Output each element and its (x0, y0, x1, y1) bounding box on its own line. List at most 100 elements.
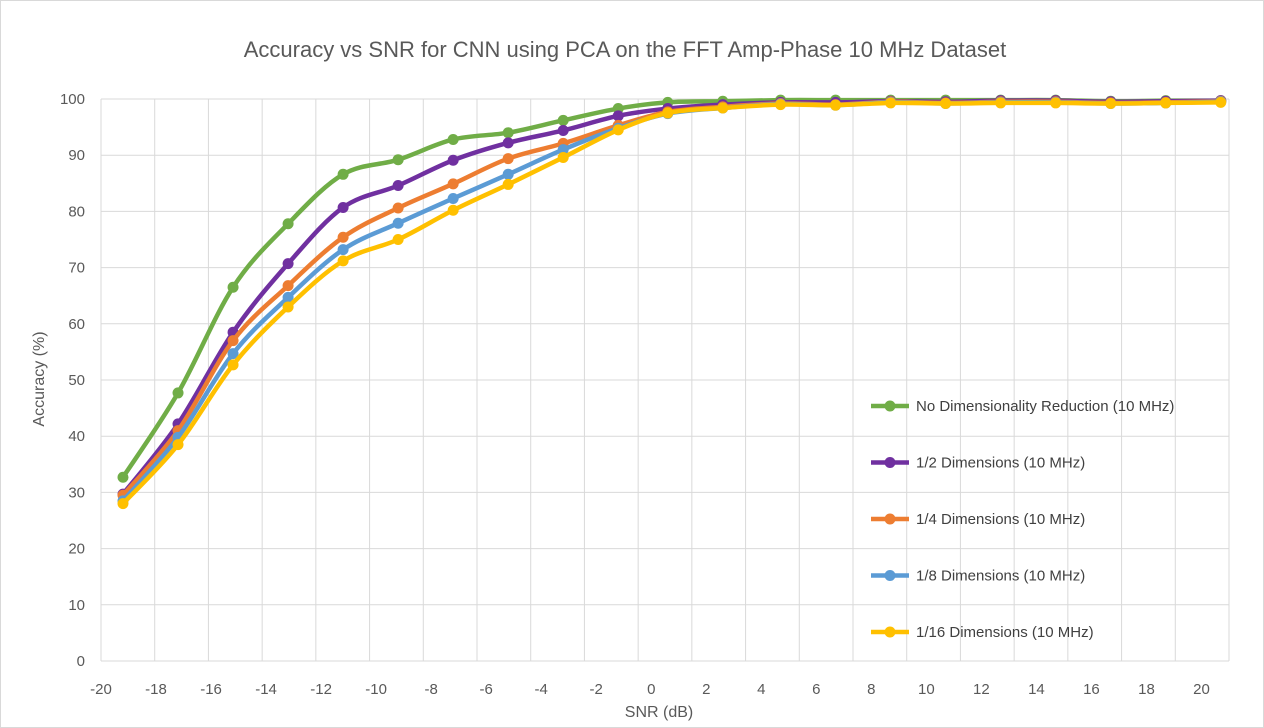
y-tick-label: 50 (68, 372, 85, 389)
series-4 (117, 96, 1227, 507)
data-point (885, 97, 897, 109)
y-tick-label: 20 (68, 541, 85, 558)
data-point (172, 387, 184, 399)
legend-entry: 1/2 Dimensions (10 MHz) (871, 455, 1085, 472)
data-point (282, 280, 294, 292)
data-point (337, 201, 349, 213)
data-point (502, 153, 514, 165)
legend-label: 1/8 Dimensions (10 MHz) (916, 568, 1085, 585)
series-lines (117, 94, 1227, 510)
data-point (447, 192, 459, 204)
data-point (830, 99, 842, 111)
chart-title: Accuracy vs SNR for CNN using PCA on the… (244, 37, 1007, 62)
data-point (502, 168, 514, 180)
x-tick-label: -10 (365, 681, 387, 698)
data-point (227, 348, 239, 360)
x-tick-label: 14 (1028, 681, 1045, 698)
data-point (612, 110, 624, 122)
x-tick-label: 12 (973, 681, 990, 698)
data-point (392, 180, 404, 192)
legend-entry: 1/16 Dimensions (10 MHz) (871, 624, 1094, 641)
data-point (227, 359, 239, 371)
x-tick-label: 4 (757, 681, 765, 698)
data-point (662, 107, 674, 119)
y-tick-label: 0 (77, 653, 85, 670)
data-point (557, 114, 569, 126)
data-point (282, 291, 294, 303)
legend-entry: No Dimensionality Reduction (10 MHz) (871, 398, 1174, 415)
x-tick-label: 10 (918, 681, 935, 698)
x-tick-label: -20 (90, 681, 112, 698)
data-point (227, 281, 239, 293)
y-tick-label: 30 (68, 484, 85, 501)
x-tick-label: 18 (1138, 681, 1155, 698)
data-point (502, 127, 514, 139)
y-tick-label: 70 (68, 260, 85, 277)
data-point (282, 218, 294, 230)
x-tick-label: 16 (1083, 681, 1100, 698)
legend-label: 1/16 Dimensions (10 MHz) (916, 624, 1094, 641)
data-point (117, 471, 129, 483)
data-point (717, 102, 729, 114)
x-tick-label: -4 (535, 681, 548, 698)
data-point (392, 154, 404, 166)
data-point (502, 137, 514, 149)
x-tick-label: -16 (200, 681, 222, 698)
y-axis-label: Accuracy (%) (31, 331, 48, 426)
data-point (447, 154, 459, 166)
data-point (392, 217, 404, 229)
x-tick-label: -8 (424, 681, 437, 698)
y-tick-label: 10 (68, 597, 85, 614)
x-tick-label: 8 (867, 681, 875, 698)
x-tick-label: -6 (479, 681, 492, 698)
legend-swatch-marker (884, 626, 896, 638)
legend-swatch-marker (884, 570, 896, 581)
data-point (282, 258, 294, 270)
data-point (995, 97, 1007, 109)
legend-entry: 1/4 Dimensions (10 MHz) (871, 511, 1085, 528)
data-point (502, 178, 514, 190)
data-point (612, 124, 624, 136)
x-tick-label: -2 (590, 681, 603, 698)
data-point (337, 255, 349, 267)
data-point (1215, 96, 1227, 108)
legend: No Dimensionality Reduction (10 MHz) 1/2 … (871, 398, 1174, 641)
y-tick-label: 80 (68, 203, 85, 220)
legend-swatch-marker (884, 513, 896, 525)
x-tick-label: 2 (702, 681, 710, 698)
x-tick-label: 0 (647, 681, 655, 698)
legend-label: 1/4 Dimensions (10 MHz) (916, 511, 1085, 528)
data-point (1160, 97, 1172, 109)
x-tick-label: -18 (145, 681, 167, 698)
data-point (557, 144, 569, 156)
legend-swatch-marker (884, 400, 896, 412)
y-tick-label: 100 (60, 91, 85, 108)
data-point (337, 244, 349, 256)
data-point (117, 498, 129, 510)
legend-label: 1/2 Dimensions (10 MHz) (916, 455, 1085, 472)
y-tick-label: 60 (68, 316, 85, 333)
data-point (172, 439, 184, 451)
series-5 (117, 96, 1227, 510)
data-point (337, 231, 349, 243)
data-point (1050, 97, 1062, 109)
legend-swatch-marker (884, 457, 896, 468)
legend-entry: 1/8 Dimensions (10 MHz) (871, 568, 1085, 585)
data-point (557, 151, 569, 163)
data-point (775, 99, 787, 111)
data-point (1105, 97, 1117, 109)
data-point (392, 202, 404, 214)
data-point (940, 97, 952, 109)
data-point (557, 124, 569, 136)
y-tick-label: 90 (68, 147, 85, 164)
x-tick-label: 6 (812, 681, 820, 698)
data-point (447, 178, 459, 190)
x-axis-label: SNR (dB) (625, 704, 693, 721)
data-point (337, 168, 349, 180)
y-tick-label: 40 (68, 428, 85, 445)
legend-label: No Dimensionality Reduction (10 MHz) (916, 398, 1174, 415)
data-point (227, 335, 239, 347)
